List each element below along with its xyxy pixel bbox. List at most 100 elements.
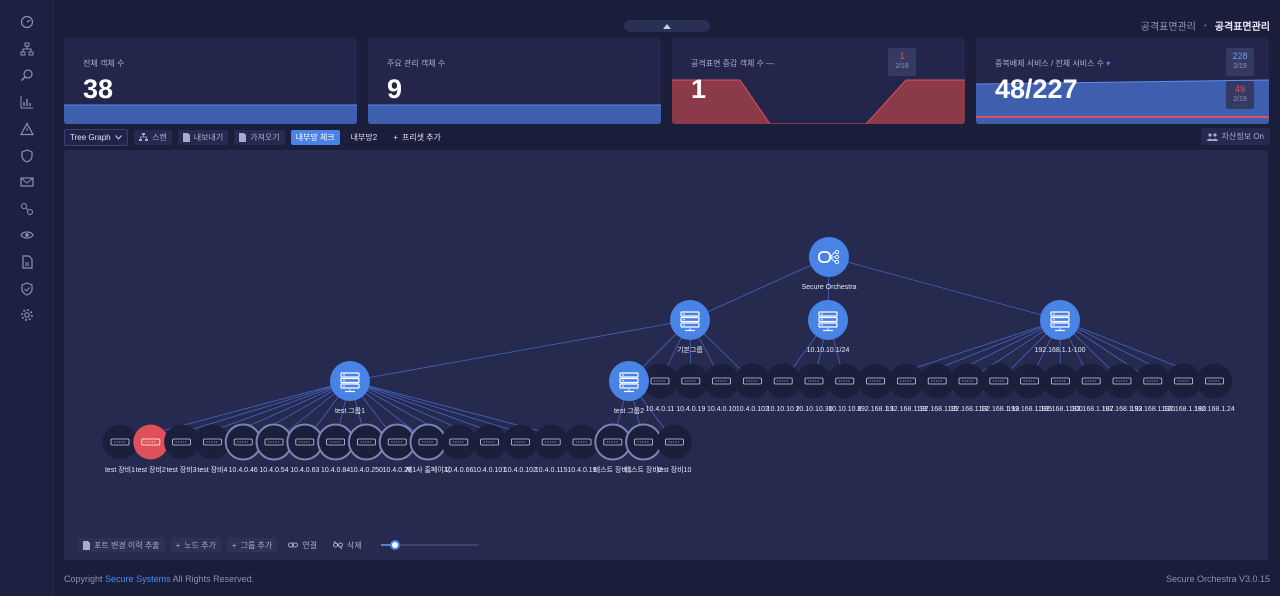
server-icon — [835, 377, 855, 385]
warning-icon[interactable] — [20, 122, 34, 136]
sitemap-icon[interactable] — [20, 42, 34, 56]
breadcrumb-separator: • — [1203, 21, 1207, 30]
copyright-prefix: Copyright — [64, 574, 103, 584]
device-node-label: test 장비4 — [197, 465, 227, 474]
import-label: 가져오기 — [250, 132, 280, 142]
history-number: 228 — [1232, 51, 1248, 61]
group-node[interactable] — [330, 361, 370, 401]
asset-info-toggle[interactable]: 자산정보 On — [1200, 128, 1270, 145]
server-icon — [650, 377, 670, 385]
server-icon — [897, 377, 916, 385]
report-icon[interactable] — [20, 255, 34, 269]
plus-icon: + — [231, 540, 237, 550]
breadcrumb: 공격표면관리 • 공격표면관리 — [1141, 18, 1270, 33]
server-icon — [743, 377, 762, 385]
link-icon[interactable] — [20, 202, 34, 216]
delete-label: 삭제 — [346, 540, 362, 550]
zoom-slider[interactable] — [380, 539, 479, 551]
internal2-button[interactable]: 내부망2 — [350, 132, 378, 142]
server-icon — [356, 438, 376, 446]
device-node-label: test 장비10 — [657, 465, 691, 474]
graph-canvas[interactable]: Secure Orchestra test 장비1 test 장비2 test 장비3… — [64, 150, 1268, 560]
group-node-label: test 그룹2 — [614, 407, 644, 415]
device-node-label: 테스트 장비2 — [625, 465, 663, 474]
import-button[interactable]: 가져오기 — [234, 129, 285, 145]
add-preset-button[interactable]: + 프리셋 추가 — [388, 130, 446, 145]
dashboard-icon[interactable] — [20, 15, 34, 29]
card-area-fill — [976, 79, 1269, 124]
device-node-label: 10.4.0.46 — [229, 467, 258, 474]
device-node[interactable] — [164, 424, 200, 460]
server-icon — [202, 438, 222, 446]
orchestra-icon — [818, 249, 840, 265]
footer-brand-link[interactable]: Secure Systems — [105, 574, 171, 584]
device-node-label: 10.10.10.8 — [828, 406, 861, 413]
server-icon — [295, 438, 315, 446]
delete-button[interactable]: 삭제 — [328, 538, 367, 552]
mail-icon[interactable] — [20, 175, 34, 189]
device-node[interactable] — [502, 424, 538, 460]
card-label: 공격표면 증감 객체 수 — — [691, 59, 775, 68]
card-area-fill — [368, 104, 661, 124]
server-icon — [510, 438, 530, 446]
device-node[interactable] — [224, 423, 262, 461]
link-icon — [288, 542, 299, 548]
group-node[interactable] — [609, 361, 649, 401]
server-icon — [387, 438, 407, 446]
port-history-label: 포트 변경 이력 추출 — [94, 540, 160, 550]
group-node[interactable] — [1040, 300, 1080, 340]
tree-graph[interactable]: Secure Orchestra test 장비1 test 장비2 test 장비3… — [64, 150, 1268, 560]
caret-down-icon[interactable]: ▾ — [1106, 59, 1111, 68]
server-icon — [172, 438, 191, 446]
search-icon[interactable] — [20, 68, 34, 82]
trend-flat-indicator: — — [766, 59, 775, 68]
internal-check-button[interactable]: 내부망 체크 — [290, 129, 340, 145]
card-area-fill — [672, 79, 965, 124]
graph-type-value: Tree Graph — [70, 132, 111, 142]
server-icon — [927, 377, 947, 385]
add-group-button[interactable]: + 그룹 추가 — [226, 538, 278, 552]
add-node-button[interactable]: + 노드 추가 — [170, 538, 221, 552]
scan-button[interactable]: 스캔 — [134, 129, 172, 145]
device-node-label: 192.168.1.24 — [1194, 406, 1235, 413]
device-node-label: 192.168.1.13 — [886, 406, 927, 413]
port-history-export-button[interactable]: 포트 변경 이력 추출 — [78, 538, 165, 552]
shield-check-icon[interactable] — [20, 282, 34, 296]
total-service-history-badge: 228 2/19 — [1226, 48, 1254, 76]
gear-icon[interactable] — [20, 308, 34, 322]
plus-icon: + — [175, 540, 181, 550]
shield-icon[interactable] — [20, 149, 34, 163]
chart-icon[interactable] — [20, 95, 34, 109]
group-node-label: test 그룹1 — [335, 407, 365, 415]
root-node[interactable] — [809, 237, 849, 277]
card-value: 9 — [387, 74, 403, 104]
dedup-service-history-badge: 49 2/19 — [1226, 81, 1254, 109]
device-node-label: test 장비3 — [167, 465, 197, 474]
zoom-slider-track — [380, 544, 479, 546]
server-icon — [541, 438, 561, 446]
device-node-label: 10.4.0.115 — [535, 467, 568, 474]
device-node-label: 10.4.0.11 — [646, 406, 675, 413]
device-node-label: 10.10.10.30 — [796, 406, 833, 413]
graph-type-select[interactable]: Tree Graph — [64, 128, 128, 146]
breadcrumb-parent[interactable]: 공격표면관리 — [1140, 22, 1196, 33]
server-icon — [1081, 377, 1101, 385]
zoom-slider-knob[interactable] — [390, 540, 401, 550]
eye-icon[interactable] — [20, 228, 34, 242]
server-icon — [1205, 377, 1224, 385]
connect-button[interactable]: 연결 — [283, 538, 322, 552]
group-node[interactable] — [670, 300, 710, 340]
collapse-header-button[interactable] — [624, 20, 710, 32]
device-node-label: 192.168.1.120 — [1130, 406, 1175, 413]
device-node-label: 192.168.1.195 — [1007, 406, 1052, 413]
device-node-label: 10.4.0.10 — [707, 406, 736, 413]
chevron-down-icon — [115, 134, 122, 140]
export-button[interactable]: 내보내기 — [177, 129, 229, 145]
server-icon — [340, 372, 360, 393]
server-icon — [1174, 377, 1193, 385]
device-node-label: 192.168.1.107 — [1069, 406, 1114, 413]
group-node[interactable] — [808, 300, 848, 340]
root-node-label: Secure Orchestra — [802, 284, 857, 291]
server-icon — [141, 438, 161, 446]
server-icon — [110, 438, 130, 446]
